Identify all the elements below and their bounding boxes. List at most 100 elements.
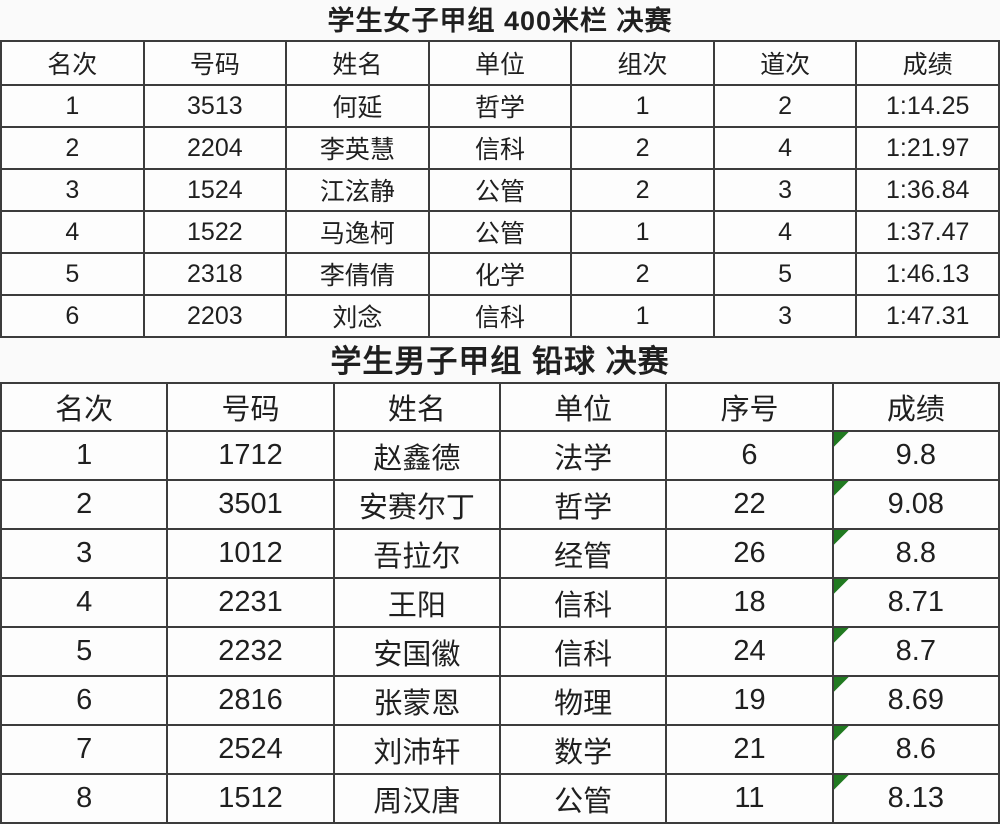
table-cell: 5 [0,252,145,296]
cell-text: 赵鑫德 [373,442,461,475]
cell-text: 2 [635,259,650,288]
cell-text: 21 [733,733,766,765]
number-stored-as-text-flag-icon [833,677,849,692]
table-cell: 18 [665,577,834,628]
table-cell: 信科 [498,577,668,628]
table-cell: 2 [0,126,145,170]
table-cell: 法学 [498,430,668,481]
column-header: 单位 [498,382,668,432]
table-cell: 3 [0,528,169,579]
table-cell: 22 [665,479,834,530]
table-cell: 19 [665,675,834,726]
table-cell: 2204 [142,126,288,170]
table-cell: 4 [712,126,858,170]
cell-text: 8 [76,782,93,814]
cell-text: 6 [741,439,758,471]
table-cell: 1:46.13 [855,252,1000,296]
cell-text: 2204 [187,133,243,162]
table-cell: 1 [570,84,715,128]
table-cell: 张蒙恩 [332,675,501,726]
cell-text: 化学 [474,262,525,290]
cell-text: 2203 [187,301,243,330]
table-cell: 刘沛轩 [332,724,501,775]
table-cell: 1:14.25 [855,84,1000,128]
table-cell: 5 [0,626,169,677]
table-row: 1 1712 赵鑫德 法学 6 9.8 [0,430,1000,481]
table-cell: 3 [712,294,858,338]
cell-text: 3 [778,175,793,204]
cell-text: 4 [778,217,793,246]
cell-text: 1:46.13 [885,259,970,288]
table-cell: 王阳 [332,577,501,628]
cell-text: 安国徽 [373,638,461,671]
table-cell: 1:47.31 [855,294,1000,338]
cell-text: 3501 [218,488,283,520]
cell-text: 数学 [554,736,613,769]
cell-text: 1522 [187,217,243,246]
cell-text: 1012 [218,537,283,569]
table-cell: 2 [570,168,715,212]
table-cell: 公管 [427,168,573,212]
table-cell: 李倩倩 [285,252,430,296]
cell-text: 3 [76,537,93,569]
table-cell: 2 [0,479,169,530]
cell-text: 19 [733,684,766,716]
table-row: 4 2231 王阳 信科 18 8.71 [0,577,1000,628]
table-cell: 物理 [498,675,668,726]
cell-text: 9.8 [895,439,936,471]
cell-text: 8.7 [895,635,936,667]
cell-text: 2 [778,91,793,120]
cell-text: 1 [76,439,93,471]
results-table-men-shot-put: 名次 号码 姓名 单位 序号 成绩 1 1712 赵鑫德 法学 6 9.8 2 3501 安赛尔丁 哲学 22… [0,382,1000,824]
cell-text: 1 [635,301,650,330]
table-cell: 化学 [427,252,573,296]
cell-text: 1:14.25 [885,91,970,120]
table-cell: 1 [570,210,715,254]
cell-text: 18 [733,586,766,618]
table-cell: 6 [0,675,169,726]
table-cell: 安国徽 [332,626,501,677]
table-cell: 3501 [166,479,335,530]
table-cell: 8.71 [831,577,1000,628]
cell-text: 1:21.97 [885,133,970,162]
cell-text: 吾拉尔 [373,540,461,573]
table-cell: 数学 [498,724,668,775]
table-cell: 26 [665,528,834,579]
table-cell: 1522 [142,210,288,254]
cell-text: 8.8 [895,537,936,569]
table-row: 7 2524 刘沛轩 数学 21 8.6 [0,724,1000,775]
table-title-men-shot-put-final: 学生男子甲组 铅球 决赛 [330,344,670,379]
cell-text: 1:36.84 [885,175,970,204]
number-stored-as-text-flag-icon [833,775,849,790]
table-cell: 李英慧 [285,126,430,170]
cell-text: 公管 [474,220,525,248]
column-header: 姓名 [332,382,501,432]
column-header: 姓名 [285,40,430,86]
cell-text: 安赛尔丁 [358,491,475,524]
number-stored-as-text-flag-icon [833,628,849,643]
column-header: 号码 [142,40,288,86]
cell-text: 刘沛轩 [373,736,461,769]
cell-text: 1 [635,91,650,120]
column-header: 组次 [570,40,715,86]
cell-text: 信科 [474,304,525,332]
table-cell: 6 [665,430,834,481]
table-cell: 4 [0,577,169,628]
cell-text: 李倩倩 [319,262,395,290]
cell-text: 2524 [218,733,283,765]
cell-text: 刘念 [332,304,383,332]
table-cell: 经管 [498,528,668,579]
results-table-women-400m-hurdles: 名次 号码 姓名 单位 组次 道次 成绩 1 3513 何延 哲学 1 2 1:14.25 2 2204 李英… [0,40,1000,338]
cell-text: 5 [76,635,93,667]
cell-text: 信科 [474,136,525,164]
table-cell: 赵鑫德 [332,430,501,481]
number-stored-as-text-flag-icon [833,726,849,741]
table-cell: 8.69 [831,675,1000,726]
table-cell: 安赛尔丁 [332,479,501,530]
table-cell: 3 [0,168,145,212]
table-cell: 2 [570,252,715,296]
cell-text: 公管 [554,785,613,818]
cell-text: 4 [76,586,93,618]
table-row: 3 1012 吾拉尔 经管 26 8.8 [0,528,1000,579]
table-cell: 信科 [427,294,573,338]
